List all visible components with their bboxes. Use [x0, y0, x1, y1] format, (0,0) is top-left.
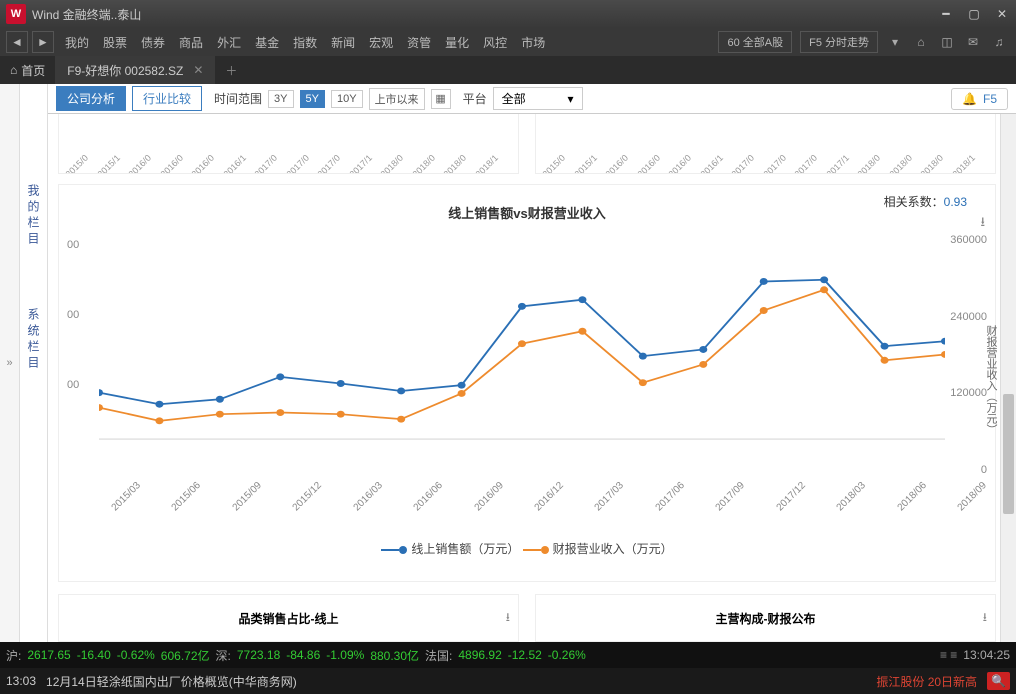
refresh-button[interactable]: 🔔F5: [951, 88, 1008, 110]
platform-label: 平台: [463, 90, 487, 107]
titlebar: W Wind 金融终端..泰山 ━ ▢ ✕: [0, 0, 1016, 28]
correlation: 相关系数：0.93: [884, 193, 967, 210]
vertical-scrollbar[interactable]: [1000, 114, 1016, 642]
search-icon[interactable]: 🔍: [987, 672, 1010, 690]
toolbar: 公司分析 行业比较 时间范围 3Y 5Y 10Y 上市以来 ▦ 平台 全部▾ 🔔…: [48, 84, 1016, 114]
download-icon[interactable]: ⭳: [983, 608, 987, 629]
news-hot[interactable]: 振江股份 20日新高: [876, 673, 977, 690]
chart-title: 线上销售额vs财报营业收入: [59, 185, 995, 226]
tab-close-icon[interactable]: ✕: [193, 63, 203, 77]
tab-industry-compare[interactable]: 行业比较: [132, 86, 202, 111]
menu-商品[interactable]: 商品: [172, 34, 210, 51]
market-all-button[interactable]: 60 全部A股: [718, 31, 792, 53]
menu-新闻[interactable]: 新闻: [324, 34, 362, 51]
right-axis-title: 财报营业收入（万元）: [983, 325, 999, 435]
market-fr-label: 法国:: [425, 647, 452, 664]
range-3y[interactable]: 3Y: [268, 90, 293, 108]
home-icon[interactable]: ⌂: [910, 35, 932, 49]
legend-series1: 线上销售额（万元）: [411, 542, 519, 556]
market-sz-label: 深:: [216, 647, 231, 664]
menu-风控[interactable]: 风控: [476, 34, 514, 51]
range-5y[interactable]: 5Y: [300, 90, 325, 108]
maximize-button[interactable]: ▢: [960, 4, 988, 24]
chevron-down-icon[interactable]: ▾: [884, 35, 906, 49]
market-sh-label: 沪:: [6, 647, 21, 664]
menu-基金[interactable]: 基金: [248, 34, 286, 51]
sidebar: 我的栏目 系统栏目: [20, 84, 48, 642]
range-10y[interactable]: 10Y: [331, 90, 363, 108]
menu-宏观[interactable]: 宏观: [362, 34, 400, 51]
download-icon[interactable]: ⭳: [506, 608, 510, 629]
plot-area: [99, 240, 945, 491]
bottom-chart-right: 主营构成-财报公布⭳: [535, 594, 996, 642]
workspace: » 我的栏目 系统栏目 公司分析 行业比较 时间范围 3Y 5Y 10Y 上市以…: [0, 84, 1016, 642]
chevron-down-icon: ▾: [568, 92, 574, 106]
platform-select[interactable]: 全部▾: [493, 87, 583, 110]
f5-trend-button[interactable]: F5 分时走势: [800, 31, 878, 53]
menu-资管[interactable]: 资管: [400, 34, 438, 51]
close-button[interactable]: ✕: [988, 4, 1016, 24]
sidebar-my[interactable]: 我的栏目: [25, 184, 42, 248]
newsbar: 13:03 12月14日轻涂纸国内出厂价格概览(中华商务网) 振江股份 20日新…: [0, 668, 1016, 694]
clock: 13:04:25: [963, 648, 1010, 662]
news-time: 13:03: [6, 674, 36, 688]
bell-icon: 🔔: [962, 92, 977, 106]
tab-label: F9-好想你 002582.SZ: [67, 62, 183, 79]
menu-债券[interactable]: 债券: [134, 34, 172, 51]
legend: 线上销售额（万元） 财报营业收入（万元）: [59, 540, 995, 557]
market-sh-value: 2617.65: [27, 648, 70, 662]
menu-我的[interactable]: 我的: [58, 34, 96, 51]
mini-chart-left: 2015/02015/12016/02016/02016/02016/12017…: [58, 114, 519, 174]
main-chart: 线上销售额vs财报营业收入 相关系数：0.93 ⭳ 财报营业收入（万元） 线上销…: [58, 184, 996, 582]
minimize-button[interactable]: ━: [932, 4, 960, 24]
range-label: 时间范围: [214, 90, 262, 107]
tab-company-analysis[interactable]: 公司分析: [56, 86, 126, 111]
nav-back[interactable]: ◄: [6, 31, 28, 53]
home-icon: ⌂: [10, 63, 17, 77]
scrollbar-thumb[interactable]: [1003, 394, 1014, 514]
active-tab[interactable]: F9-好想你 002582.SZ ✕: [55, 56, 215, 84]
menu-股票[interactable]: 股票: [96, 34, 134, 51]
chat-icon[interactable]: ✉: [962, 35, 984, 49]
tabbar: ⌂首页 F9-好想你 002582.SZ ✕ ＋: [0, 56, 1016, 84]
news-text[interactable]: 12月14日轻涂纸国内出厂价格概览(中华商务网): [46, 673, 297, 690]
main: 公司分析 行业比较 时间范围 3Y 5Y 10Y 上市以来 ▦ 平台 全部▾ 🔔…: [48, 84, 1016, 642]
app-title: Wind 金融终端..泰山: [32, 6, 141, 23]
content: 2015/02015/12016/02016/02016/02016/12017…: [48, 114, 1016, 642]
bottom-charts: 品类销售占比-线上⭳ 主营构成-财报公布⭳: [58, 594, 996, 642]
legend-series2: 财报营业收入（万元）: [553, 542, 673, 556]
new-tab-button[interactable]: ＋: [215, 62, 247, 79]
menu-外汇[interactable]: 外汇: [210, 34, 248, 51]
mini-charts: 2015/02015/12016/02016/02016/02016/12017…: [58, 114, 996, 174]
range-all[interactable]: 上市以来: [369, 88, 425, 110]
menu-市场[interactable]: 市场: [514, 34, 552, 51]
nav-fwd[interactable]: ►: [32, 31, 54, 53]
market-sz-value: 7723.18: [237, 648, 280, 662]
market-fr-value: 4896.92: [458, 648, 501, 662]
bell-icon[interactable]: ♫: [988, 35, 1010, 49]
layers-icon[interactable]: ◫: [936, 35, 958, 49]
download-icon[interactable]: ⭳: [980, 213, 985, 235]
home-tab[interactable]: ⌂首页: [0, 62, 55, 79]
bottom-chart-left: 品类销售占比-线上⭳: [58, 594, 519, 642]
mini-chart-right: 2015/02015/12016/02016/02016/02016/12017…: [535, 114, 996, 174]
grid-toggle[interactable]: ▦: [431, 89, 451, 109]
menu-icon[interactable]: ≡ ≡: [940, 648, 957, 662]
menu-指数[interactable]: 指数: [286, 34, 324, 51]
app-logo: W: [6, 4, 26, 24]
menubar: ◄ ► 我的股票债券商品外汇基金指数新闻宏观资管量化风控市场 60 全部A股 F…: [0, 28, 1016, 56]
collapse-handle[interactable]: »: [0, 84, 20, 642]
menu-量化[interactable]: 量化: [438, 34, 476, 51]
sidebar-sys[interactable]: 系统栏目: [25, 308, 42, 372]
statusbar: 沪: 2617.65 -16.40 -0.62% 606.72亿 深: 7723…: [0, 642, 1016, 668]
